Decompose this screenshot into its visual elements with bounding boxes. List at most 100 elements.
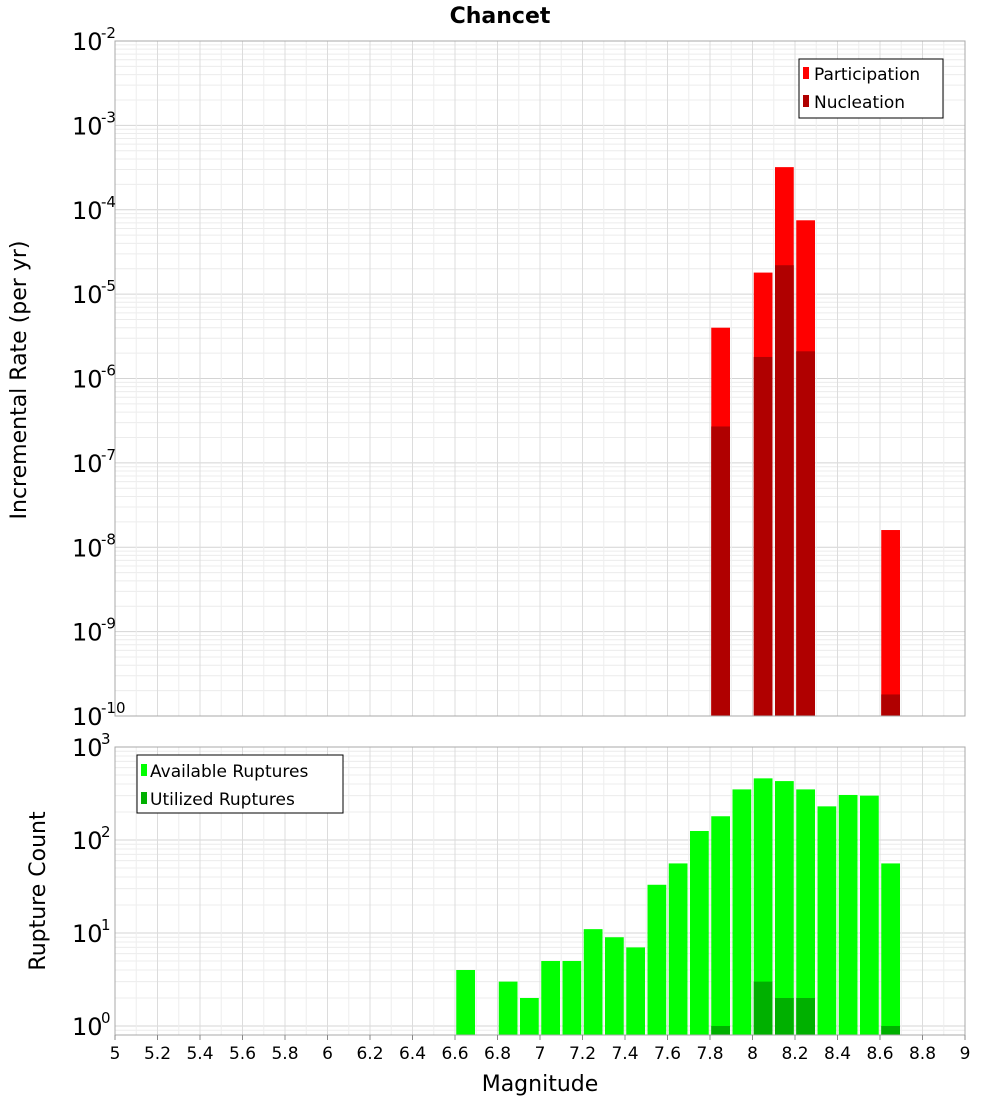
bar-available-ruptures bbox=[838, 794, 858, 1035]
legend-label-utilized: Utilized Ruptures bbox=[150, 790, 295, 810]
rate-plot-frame bbox=[114, 40, 966, 717]
count-y-axis-label: Rupture Count bbox=[26, 811, 51, 971]
x-tick-label: 7.6 bbox=[654, 1044, 681, 1064]
x-tick-label: 5.2 bbox=[144, 1044, 171, 1064]
y-tick-label: 10 bbox=[72, 1013, 103, 1041]
bar-available-ruptures bbox=[817, 806, 837, 1035]
y-tick-label: 10 bbox=[72, 366, 103, 394]
x-axis-label: Magnitude bbox=[482, 1072, 599, 1097]
legend-swatch-utilized bbox=[141, 792, 147, 804]
legend-label-participation: Participation bbox=[814, 65, 920, 85]
bar-available-ruptures bbox=[562, 960, 582, 1035]
bar-overlay-utilized-ruptures bbox=[881, 1025, 900, 1035]
bar-overlay-nucleation bbox=[796, 351, 815, 716]
x-tick-label: 5 bbox=[110, 1044, 121, 1064]
y-tick-label: 10 bbox=[72, 920, 103, 948]
rate-legend-box bbox=[798, 58, 944, 119]
chart-title: Chancet bbox=[450, 4, 551, 29]
bar-available-ruptures bbox=[775, 781, 794, 1035]
x-tick-label: 8.8 bbox=[909, 1044, 936, 1064]
y-tick-exponent: -8 bbox=[101, 530, 116, 548]
x-tick-label: 7.4 bbox=[611, 1044, 638, 1064]
x-tick-label: 6.2 bbox=[356, 1044, 383, 1064]
y-tick-label: 10 bbox=[72, 534, 103, 562]
rate-legend: Participation Nucleation bbox=[798, 58, 944, 119]
x-tick-label: 8.4 bbox=[824, 1044, 851, 1064]
bar-available-ruptures bbox=[605, 937, 624, 1035]
rate-y-axis-label: Incremental Rate (per yr) bbox=[7, 241, 32, 520]
bar-available-ruptures bbox=[860, 795, 879, 1035]
bar-available-ruptures bbox=[732, 789, 752, 1035]
x-tick-label: 5.6 bbox=[229, 1044, 256, 1064]
rate-panel: 10-210-310-410-510-610-710-810-910-10 In… bbox=[7, 24, 966, 731]
x-tick-label: 6.8 bbox=[484, 1044, 511, 1064]
rate-bars bbox=[711, 167, 900, 717]
legend-swatch-available bbox=[141, 764, 147, 776]
x-tick-label: 5.4 bbox=[186, 1044, 213, 1064]
x-tick-label: 5.8 bbox=[271, 1044, 298, 1064]
y-tick-exponent: -7 bbox=[101, 446, 116, 464]
legend-swatch-participation bbox=[803, 67, 809, 79]
rate-y-ticks: 10-210-310-410-510-610-710-810-910-10 bbox=[72, 24, 126, 731]
count-bars bbox=[456, 778, 900, 1035]
bar-available-ruptures bbox=[881, 863, 900, 1035]
bar-overlay-nucleation bbox=[753, 356, 773, 716]
y-tick-exponent: -3 bbox=[101, 108, 116, 126]
y-tick-exponent: -4 bbox=[101, 193, 116, 211]
bar-available-ruptures bbox=[796, 789, 815, 1035]
y-tick-label: 10 bbox=[72, 450, 103, 478]
bar-available-ruptures bbox=[583, 929, 603, 1035]
x-tick-label: 9 bbox=[960, 1044, 971, 1064]
bar-overlay-utilized-ruptures bbox=[775, 997, 794, 1035]
bar-available-ruptures bbox=[498, 981, 518, 1035]
y-tick-exponent: 3 bbox=[101, 730, 111, 748]
y-tick-exponent: -5 bbox=[101, 277, 116, 295]
legend-swatch-nucleation bbox=[803, 95, 809, 107]
y-tick-label: 10 bbox=[72, 619, 103, 647]
y-tick-exponent: -6 bbox=[101, 362, 116, 380]
x-tick-label: 8.2 bbox=[781, 1044, 808, 1064]
x-tick-label: 7.2 bbox=[569, 1044, 596, 1064]
bar-available-ruptures bbox=[690, 830, 709, 1035]
x-tick-label: 8 bbox=[747, 1044, 758, 1064]
count-legend-box bbox=[136, 754, 344, 814]
bar-available-ruptures bbox=[626, 947, 645, 1035]
count-legend: Available Ruptures Utilized Ruptures bbox=[136, 754, 344, 814]
y-tick-exponent: -2 bbox=[101, 24, 116, 42]
y-tick-label: 10 bbox=[72, 112, 103, 140]
bar-available-ruptures bbox=[520, 997, 539, 1035]
x-tick-label: 7.8 bbox=[696, 1044, 723, 1064]
magnitude-x-ticks: 5 5.2 5.4 5.6 5.8 6 6.2 6.4 6.6 6.8 7 7.2 7.4 7.6 7.8 8… bbox=[110, 1035, 971, 1064]
y-tick-label: 10 bbox=[72, 281, 103, 309]
legend-label-available: Available Ruptures bbox=[150, 762, 308, 782]
bar-overlay-utilized-ruptures bbox=[711, 1025, 730, 1035]
bar-available-ruptures bbox=[668, 863, 688, 1035]
bar-participation bbox=[881, 530, 900, 716]
y-tick-label: 10 bbox=[72, 734, 103, 762]
bar-overlay-nucleation bbox=[775, 265, 794, 716]
bar-overlay-utilized-ruptures bbox=[796, 997, 815, 1035]
y-tick-label: 10 bbox=[72, 703, 103, 731]
x-tick-label: 7 bbox=[535, 1044, 546, 1064]
y-tick-label: 10 bbox=[72, 197, 103, 225]
bar-available-ruptures bbox=[456, 969, 475, 1035]
y-tick-exponent: -10 bbox=[101, 699, 126, 717]
bar-available-ruptures bbox=[753, 778, 773, 1035]
rate-gridlines bbox=[114, 41, 966, 717]
legend-label-nucleation: Nucleation bbox=[814, 93, 905, 113]
bar-available-ruptures bbox=[541, 960, 560, 1035]
bar-available-ruptures bbox=[647, 884, 667, 1035]
y-tick-exponent: 2 bbox=[101, 823, 111, 841]
y-tick-exponent: -9 bbox=[101, 615, 116, 633]
bar-available-ruptures bbox=[711, 816, 730, 1035]
x-tick-label: 6.4 bbox=[399, 1044, 426, 1064]
bar-overlay-utilized-ruptures bbox=[753, 981, 773, 1035]
y-tick-exponent: 1 bbox=[101, 916, 111, 934]
bar-overlay-nucleation bbox=[881, 694, 900, 716]
x-tick-label: 8.6 bbox=[866, 1044, 893, 1064]
x-tick-label: 6 bbox=[322, 1044, 333, 1064]
y-tick-label: 10 bbox=[72, 827, 103, 855]
